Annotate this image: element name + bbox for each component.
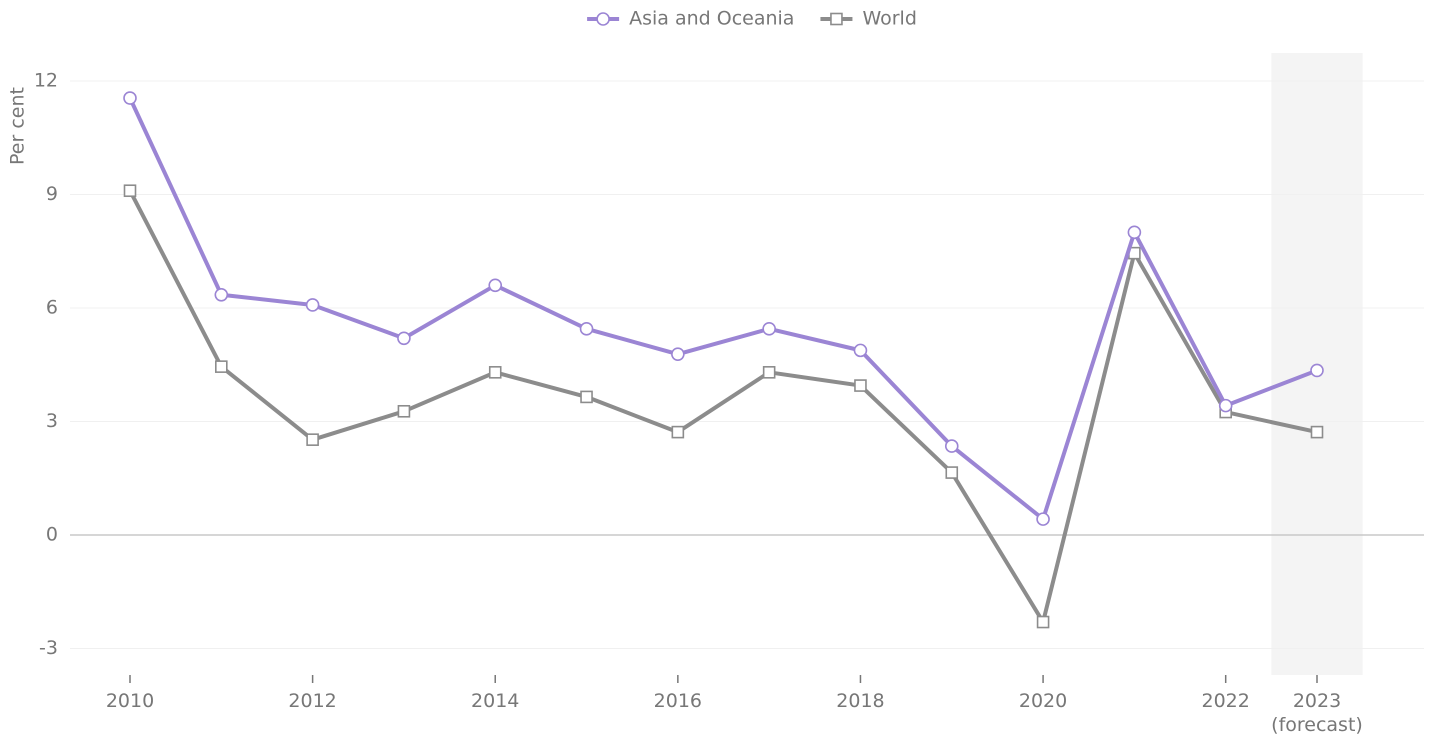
marker <box>214 287 229 302</box>
marker <box>1310 363 1324 378</box>
marker <box>215 360 228 373</box>
marker <box>596 12 610 26</box>
marker <box>123 91 137 105</box>
x-tick-label: 2012 <box>288 690 337 712</box>
marker <box>1036 512 1050 526</box>
marker <box>830 12 843 26</box>
legend: Asia and Oceania World <box>587 8 917 30</box>
y-tick-label: 3 <box>46 410 58 432</box>
marker <box>944 439 959 453</box>
y-tick-label: -3 <box>39 637 58 659</box>
x-tick-label: 2016 <box>653 690 703 712</box>
legend-entry: World <box>820 8 917 30</box>
series-line <box>128 189 1318 625</box>
marker <box>306 433 319 446</box>
marker <box>671 347 685 361</box>
legend-label: Asia and Oceania <box>629 8 794 30</box>
marker <box>580 390 593 404</box>
x-tick-label: 2014 <box>471 690 520 712</box>
marker <box>488 278 503 293</box>
y-tick-label: 9 <box>46 183 58 205</box>
x-tick-label: 2018 <box>836 690 885 712</box>
marker <box>488 366 502 379</box>
marker <box>762 322 776 336</box>
marker <box>945 466 959 479</box>
marker <box>1127 225 1142 240</box>
x-tick-label: 2023 (forecast) <box>1271 690 1363 736</box>
marker <box>1310 425 1324 439</box>
x-tick-label: 2020 <box>1018 690 1068 712</box>
y-tick-label: 12 <box>34 69 58 91</box>
y-tick-label: 6 <box>46 297 58 319</box>
marker <box>305 298 320 312</box>
marker <box>1036 615 1050 629</box>
marker <box>397 404 411 418</box>
marker <box>1218 398 1233 413</box>
marker <box>854 379 867 392</box>
legend-entry: Asia and Oceania <box>587 8 794 30</box>
x-tick-label: 2022 <box>1201 690 1250 712</box>
series-line <box>128 97 1318 522</box>
marker <box>853 343 868 358</box>
marker <box>397 331 411 346</box>
x-tick-label: 2010 <box>105 690 155 712</box>
marker <box>671 425 685 439</box>
y-axis-label: Per cent <box>7 87 29 165</box>
marker <box>123 184 137 198</box>
marker <box>579 322 594 336</box>
marker <box>762 366 776 379</box>
y-tick-label: 0 <box>46 524 58 546</box>
legend-label: World <box>862 8 916 30</box>
